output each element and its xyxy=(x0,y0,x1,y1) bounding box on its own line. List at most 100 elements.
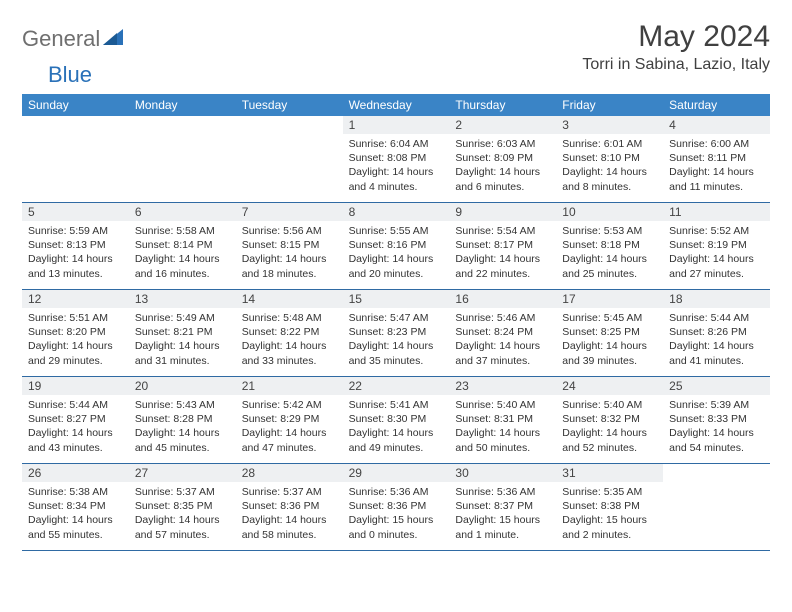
calendar-week: 5Sunrise: 5:59 AMSunset: 8:13 PMDaylight… xyxy=(22,203,770,290)
day-info: Sunrise: 5:45 AMSunset: 8:25 PMDaylight:… xyxy=(562,311,657,368)
day-number: 17 xyxy=(556,290,663,308)
calendar-cell: 30 Sunrise: 5:36 AMSunset: 8:37 PMDayligh… xyxy=(449,464,556,550)
calendar-cell: . xyxy=(663,464,770,550)
calendar-cell: 29Sunrise: 5:36 AMSunset: 8:36 PMDayligh… xyxy=(343,464,450,550)
calendar-cell: 15 Sunrise: 5:47 AMSunset: 8:23 PMDayligh… xyxy=(343,290,450,376)
day-info: Sunrise: 5:49 AMSunset: 8:21 PMDaylight:… xyxy=(135,311,230,368)
day-info: Sunrise: 6:01 AMSunset: 8:10 PMDaylight:… xyxy=(562,137,657,194)
day-info: Sunrise: 5:37 AMSunset: 8:35 PMDaylight:… xyxy=(135,485,230,542)
day-number: 28 xyxy=(236,464,343,482)
day-number: 16 xyxy=(449,290,556,308)
calendar-cell: 24Sunrise: 5:40 AMSunset: 8:32 PMDayligh… xyxy=(556,377,663,463)
day-info: Sunrise: 5:47 AMSunset: 8:23 PMDaylight:… xyxy=(349,311,444,368)
day-number: 18 xyxy=(663,290,770,308)
calendar-cell: . xyxy=(22,116,129,202)
day-number: 10 xyxy=(556,203,663,221)
weekday-label: Monday xyxy=(129,94,236,116)
day-number: 4 xyxy=(663,116,770,134)
day-number: 26 xyxy=(22,464,129,482)
day-number: 23 xyxy=(449,377,556,395)
day-info: Sunrise: 5:44 AMSunset: 8:26 PMDaylight:… xyxy=(669,311,764,368)
day-number: 14 xyxy=(236,290,343,308)
day-info: Sunrise: 5:52 AMSunset: 8:19 PMDaylight:… xyxy=(669,224,764,281)
day-info: Sunrise: 5:44 AMSunset: 8:27 PMDaylight:… xyxy=(28,398,123,455)
day-info: Sunrise: 5:56 AMSunset: 8:15 PMDaylight:… xyxy=(242,224,337,281)
logo: General xyxy=(22,20,125,52)
day-info: Sunrise: 6:03 AMSunset: 8:09 PMDaylight:… xyxy=(455,137,550,194)
day-number: 21 xyxy=(236,377,343,395)
day-info: Sunrise: 5:54 AMSunset: 8:17 PMDaylight:… xyxy=(455,224,550,281)
calendar-cell: 25Sunrise: 5:39 AMSunset: 8:33 PMDayligh… xyxy=(663,377,770,463)
calendar-cell: 20 Sunrise: 5:43 AMSunset: 8:28 PMDayligh… xyxy=(129,377,236,463)
calendar-cell: 2 Sunrise: 6:03 AMSunset: 8:09 PMDaylight… xyxy=(449,116,556,202)
calendar-cell: 13 Sunrise: 5:49 AMSunset: 8:21 PMDayligh… xyxy=(129,290,236,376)
calendar-cell: 22 Sunrise: 5:41 AMSunset: 8:30 PMDayligh… xyxy=(343,377,450,463)
day-info: Sunrise: 5:59 AMSunset: 8:13 PMDaylight:… xyxy=(28,224,123,281)
day-number: 27 xyxy=(129,464,236,482)
day-number: 7 xyxy=(236,203,343,221)
calendar-cell: 21 Sunrise: 5:42 AMSunset: 8:29 PMDayligh… xyxy=(236,377,343,463)
weekday-label: Friday xyxy=(556,94,663,116)
day-info: Sunrise: 5:43 AMSunset: 8:28 PMDaylight:… xyxy=(135,398,230,455)
day-info: Sunrise: 5:36 AMSunset: 8:37 PMDaylight:… xyxy=(455,485,550,542)
month-title: May 2024 xyxy=(582,20,770,54)
calendar-cell: 8Sunrise: 5:55 AMSunset: 8:16 PMDaylight… xyxy=(343,203,450,289)
day-info: Sunrise: 6:00 AMSunset: 8:11 PMDaylight:… xyxy=(669,137,764,194)
calendar-cell: 23 Sunrise: 5:40 AMSunset: 8:31 PMDayligh… xyxy=(449,377,556,463)
calendar-week: 12 Sunrise: 5:51 AMSunset: 8:20 PMDayligh… xyxy=(22,290,770,377)
weekday-label: Sunday xyxy=(22,94,129,116)
calendar-cell: 27 Sunrise: 5:37 AMSunset: 8:35 PMDayligh… xyxy=(129,464,236,550)
day-info: Sunrise: 5:58 AMSunset: 8:14 PMDaylight:… xyxy=(135,224,230,281)
logo-text-1: General xyxy=(22,26,100,52)
day-number: 11 xyxy=(663,203,770,221)
weekday-label: Wednesday xyxy=(343,94,450,116)
weekday-label: Saturday xyxy=(663,94,770,116)
day-info: Sunrise: 5:48 AMSunset: 8:22 PMDaylight:… xyxy=(242,311,337,368)
calendar-cell: 19 Sunrise: 5:44 AMSunset: 8:27 PMDayligh… xyxy=(22,377,129,463)
day-number: 20 xyxy=(129,377,236,395)
location: Torri in Sabina, Lazio, Italy xyxy=(582,56,770,74)
calendar-week: 26 Sunrise: 5:38 AMSunset: 8:34 PMDayligh… xyxy=(22,464,770,551)
day-info: Sunrise: 5:39 AMSunset: 8:33 PMDaylight:… xyxy=(669,398,764,455)
day-info: Sunrise: 5:40 AMSunset: 8:31 PMDaylight:… xyxy=(455,398,550,455)
day-number: 15 xyxy=(343,290,450,308)
day-info: Sunrise: 5:46 AMSunset: 8:24 PMDaylight:… xyxy=(455,311,550,368)
day-number: 19 xyxy=(22,377,129,395)
calendar-week: ...1Sunrise: 6:04 AMSunset: 8:08 PMDayli… xyxy=(22,116,770,203)
day-number: 12 xyxy=(22,290,129,308)
calendar-cell: 28 Sunrise: 5:37 AMSunset: 8:36 PMDayligh… xyxy=(236,464,343,550)
weekday-header: SundayMondayTuesdayWednesdayThursdayFrid… xyxy=(22,94,770,116)
day-number: 8 xyxy=(343,203,450,221)
calendar-cell: 10Sunrise: 5:53 AMSunset: 8:18 PMDayligh… xyxy=(556,203,663,289)
day-number: 30 xyxy=(449,464,556,482)
day-info: Sunrise: 5:35 AMSunset: 8:38 PMDaylight:… xyxy=(562,485,657,542)
day-number: 1 xyxy=(343,116,450,134)
day-number: 29 xyxy=(343,464,450,482)
calendar-cell: 16 Sunrise: 5:46 AMSunset: 8:24 PMDayligh… xyxy=(449,290,556,376)
day-number: 6 xyxy=(129,203,236,221)
day-number: 22 xyxy=(343,377,450,395)
calendar-cell: 7 Sunrise: 5:56 AMSunset: 8:15 PMDaylight… xyxy=(236,203,343,289)
calendar-cell: 12 Sunrise: 5:51 AMSunset: 8:20 PMDayligh… xyxy=(22,290,129,376)
day-info: Sunrise: 5:37 AMSunset: 8:36 PMDaylight:… xyxy=(242,485,337,542)
calendar-cell: 6 Sunrise: 5:58 AMSunset: 8:14 PMDaylight… xyxy=(129,203,236,289)
day-number: 24 xyxy=(556,377,663,395)
calendar-cell: 14 Sunrise: 5:48 AMSunset: 8:22 PMDayligh… xyxy=(236,290,343,376)
day-number: 9 xyxy=(449,203,556,221)
day-info: Sunrise: 5:41 AMSunset: 8:30 PMDaylight:… xyxy=(349,398,444,455)
day-info: Sunrise: 5:38 AMSunset: 8:34 PMDaylight:… xyxy=(28,485,123,542)
day-info: Sunrise: 5:51 AMSunset: 8:20 PMDaylight:… xyxy=(28,311,123,368)
calendar-cell: 9 Sunrise: 5:54 AMSunset: 8:17 PMDaylight… xyxy=(449,203,556,289)
calendar-cell: 5Sunrise: 5:59 AMSunset: 8:13 PMDaylight… xyxy=(22,203,129,289)
calendar-cell: 17 Sunrise: 5:45 AMSunset: 8:25 PMDayligh… xyxy=(556,290,663,376)
day-number: 13 xyxy=(129,290,236,308)
calendar-cell: 18 Sunrise: 5:44 AMSunset: 8:26 PMDayligh… xyxy=(663,290,770,376)
day-info: Sunrise: 6:04 AMSunset: 8:08 PMDaylight:… xyxy=(349,137,444,194)
calendar-cell: . xyxy=(236,116,343,202)
day-number: 3 xyxy=(556,116,663,134)
day-number: 2 xyxy=(449,116,556,134)
day-info: Sunrise: 5:42 AMSunset: 8:29 PMDaylight:… xyxy=(242,398,337,455)
calendar-cell: 31Sunrise: 5:35 AMSunset: 8:38 PMDayligh… xyxy=(556,464,663,550)
logo-triangle-icon xyxy=(103,29,123,50)
calendar-cell: 11 Sunrise: 5:52 AMSunset: 8:19 PMDayligh… xyxy=(663,203,770,289)
